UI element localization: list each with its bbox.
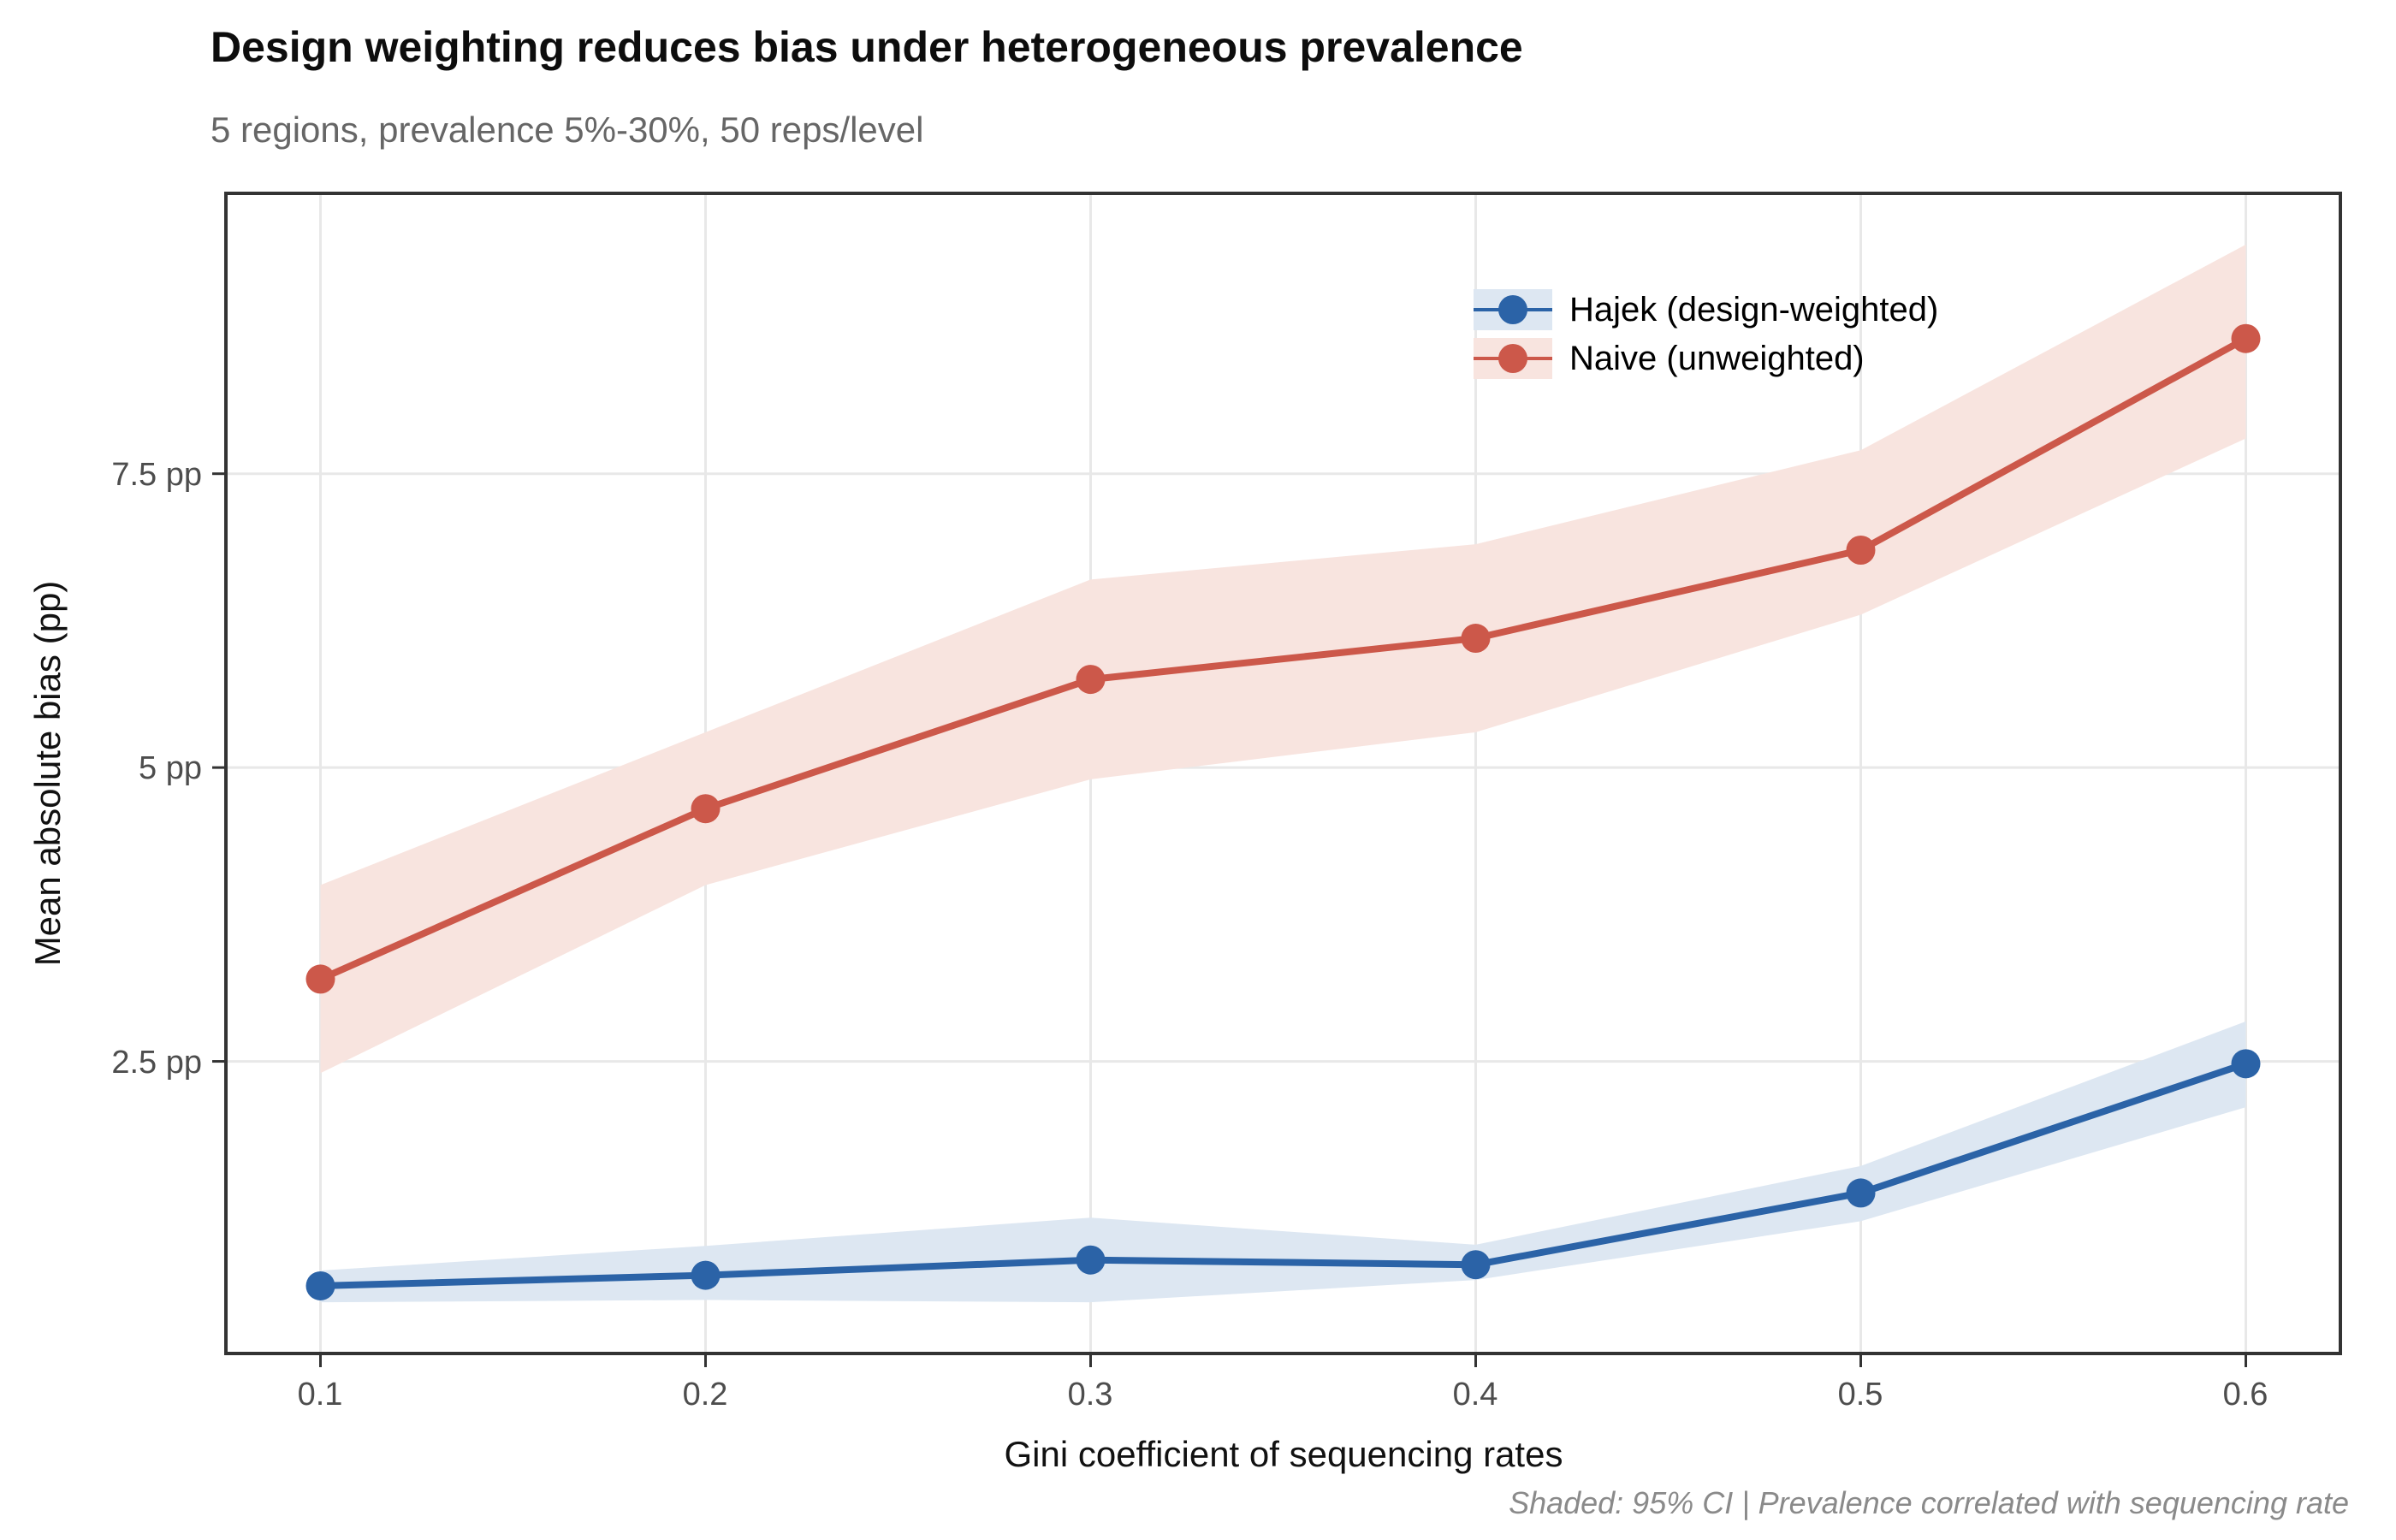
- x-tick-label-0-3: 0.3: [1067, 1377, 1113, 1413]
- chart-subtitle: 5 regions, prevalence 5%-30%, 50 reps/le…: [211, 110, 924, 150]
- data-point-hajek-x0.5: [1846, 1178, 1876, 1208]
- x-tick-label-0-4: 0.4: [1452, 1377, 1498, 1413]
- data-point-naive-x0.2: [691, 794, 721, 824]
- y-tick-label-2-5pp: 2.5 pp: [111, 1045, 202, 1081]
- legend-key-naive: [1474, 338, 1552, 379]
- data-point-naive-x0.5: [1846, 535, 1876, 565]
- data-point-hajek-x0.1: [305, 1270, 335, 1300]
- data-point-hajek-x0.2: [691, 1260, 721, 1290]
- y-tick-label-5pp: 5 pp: [139, 750, 202, 786]
- legend-dot-swatch-naive: [1498, 344, 1527, 373]
- x-axis-title: Gini coefficient of sequencing rates: [1004, 1434, 1563, 1474]
- y-axis-title: Mean absolute bias (pp): [27, 580, 68, 967]
- x-tick-label-0-6: 0.6: [2222, 1377, 2268, 1413]
- data-point-hajek-x0.4: [1461, 1250, 1491, 1280]
- y-tick-label-7-5pp: 7.5 pp: [111, 457, 202, 493]
- panel-border: [224, 192, 2342, 1355]
- x-tick-label-0-2: 0.2: [682, 1377, 728, 1413]
- legend: Hajek (design-weighted) Naive (unweighte…: [1474, 289, 1938, 387]
- data-point-hajek-x0.3: [1076, 1245, 1106, 1275]
- data-point-naive-x0.6: [2231, 323, 2261, 353]
- legend-label-hajek: Hajek (design-weighted): [1569, 291, 1939, 329]
- legend-label-naive: Naive (unweighted): [1569, 340, 1865, 377]
- plot-panel: [212, 192, 2342, 1367]
- legend-dot-swatch-hajek: [1498, 295, 1527, 324]
- series-line-naive: [317, 335, 2250, 983]
- legend-item-naive: Naive (unweighted): [1474, 338, 1938, 379]
- legend-item-hajek: Hajek (design-weighted): [1474, 289, 1938, 330]
- x-tick-label-0-5: 0.5: [1837, 1377, 1883, 1413]
- chart-title: Design weighting reduces bias under hete…: [211, 23, 1523, 71]
- series-line-hajek: [317, 1060, 2250, 1289]
- chart-caption: Shaded: 95% CI | Prevalence correlated w…: [1509, 1485, 2349, 1520]
- data-point-naive-x0.3: [1076, 665, 1106, 695]
- data-point-naive-x0.4: [1461, 624, 1491, 654]
- ci-ribbon-hajek: [320, 1021, 2246, 1303]
- legend-key-hajek: [1474, 289, 1552, 330]
- x-tick-label-0-1: 0.1: [297, 1377, 343, 1413]
- data-point-naive-x0.1: [305, 964, 335, 994]
- data-point-hajek-x0.6: [2231, 1049, 2261, 1079]
